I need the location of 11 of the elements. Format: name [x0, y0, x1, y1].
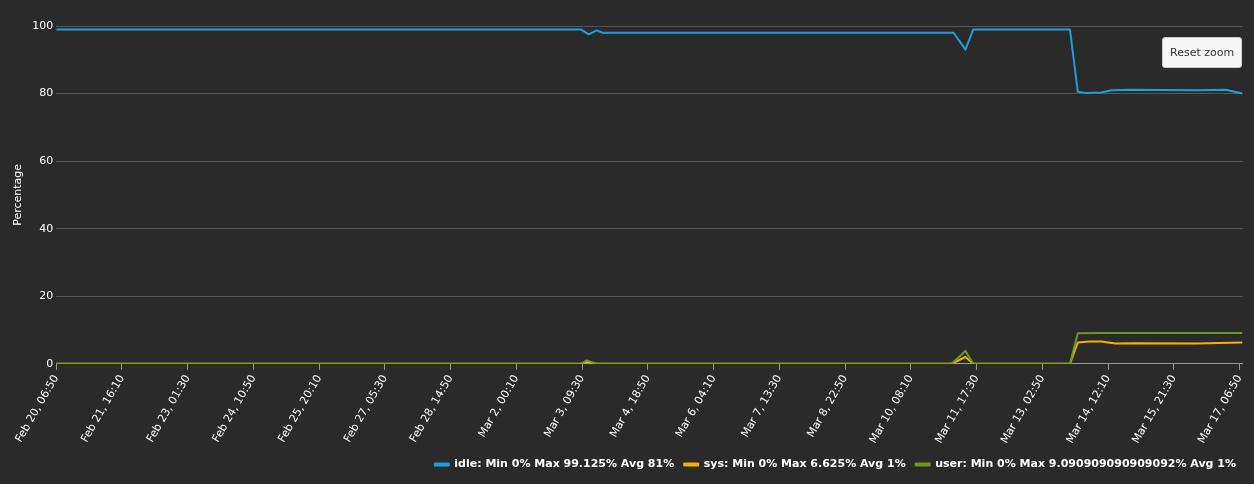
legend-label: user: Min 0% Max 9.090909090909092% Avg 1% [935, 457, 1237, 471]
y-axis-title: Percentage [11, 163, 25, 226]
reset-zoom-button[interactable]: Reset zoom [1162, 37, 1243, 68]
y-tick-label: 60 [39, 153, 54, 167]
y-tick-label: 0 [46, 356, 54, 370]
y-tick-label: 40 [39, 221, 54, 235]
legend-label: sys: Min 0% Max 6.625% Avg 1% [703, 457, 906, 471]
y-tick-label: 20 [39, 289, 54, 303]
legend-label: idle: Min 0% Max 99.125% Avg 81% [454, 457, 675, 471]
y-tick-label: 80 [39, 86, 54, 100]
y-tick-label: 100 [32, 18, 54, 32]
